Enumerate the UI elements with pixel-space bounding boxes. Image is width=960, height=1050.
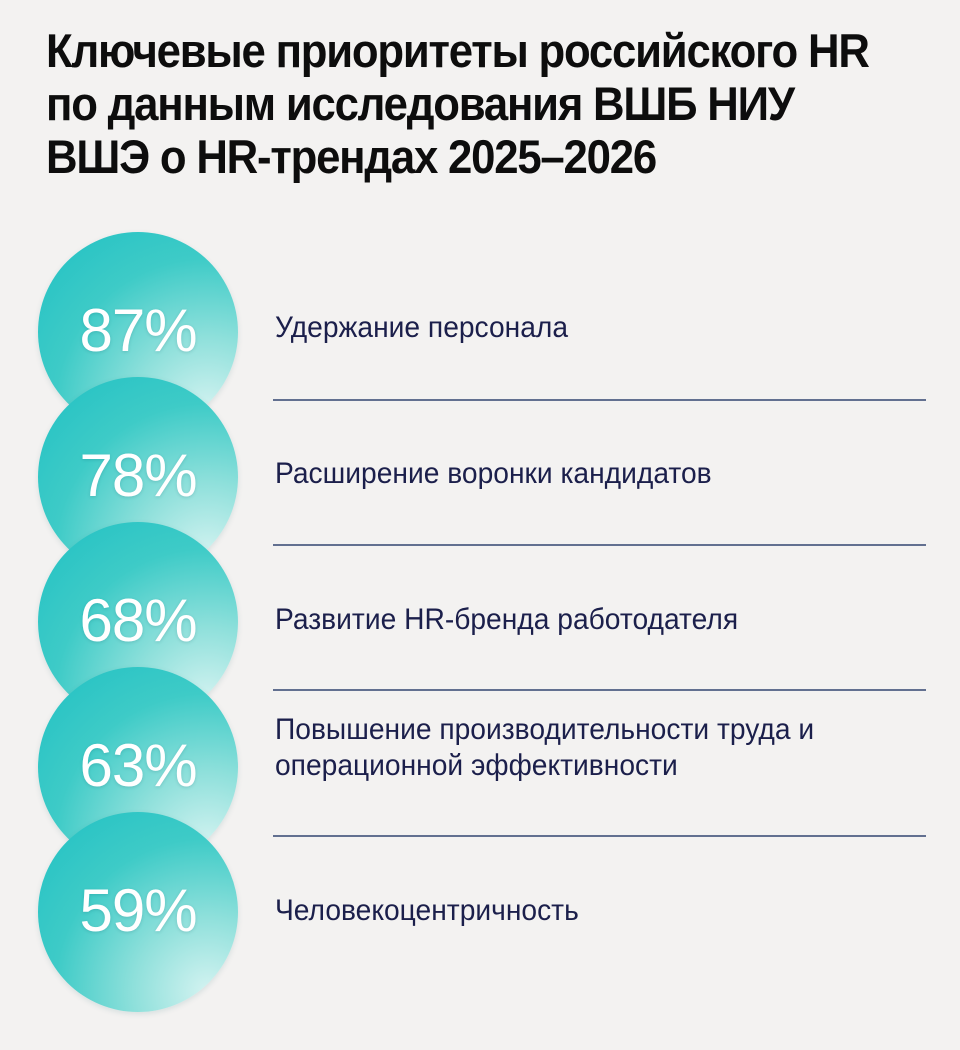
priority-label-2: Расширение воронки кандидатов: [275, 457, 712, 490]
page-title: Ключевые приоритеты российского HR по да…: [46, 24, 870, 183]
priority-label-5: Человекоцентричность: [275, 894, 579, 927]
priority-label-4: Повышение производительности труда и опе…: [275, 713, 815, 782]
percent-value: 59%: [79, 876, 197, 944]
percent-value: 63%: [79, 731, 197, 799]
priority-label-3: Развитие HR-бренда работодателя: [275, 603, 739, 636]
divider: [273, 835, 926, 837]
percent-circle-5: 59%: [38, 812, 238, 1012]
percent-circle-4: 63%: [38, 667, 238, 867]
divider: [273, 399, 926, 401]
divider: [273, 689, 926, 691]
percent-value: 87%: [79, 296, 197, 364]
percent-value: 68%: [79, 586, 197, 654]
priority-label-1: Удержание персонала: [275, 311, 569, 344]
divider: [273, 544, 926, 546]
percent-value: 78%: [79, 441, 197, 509]
